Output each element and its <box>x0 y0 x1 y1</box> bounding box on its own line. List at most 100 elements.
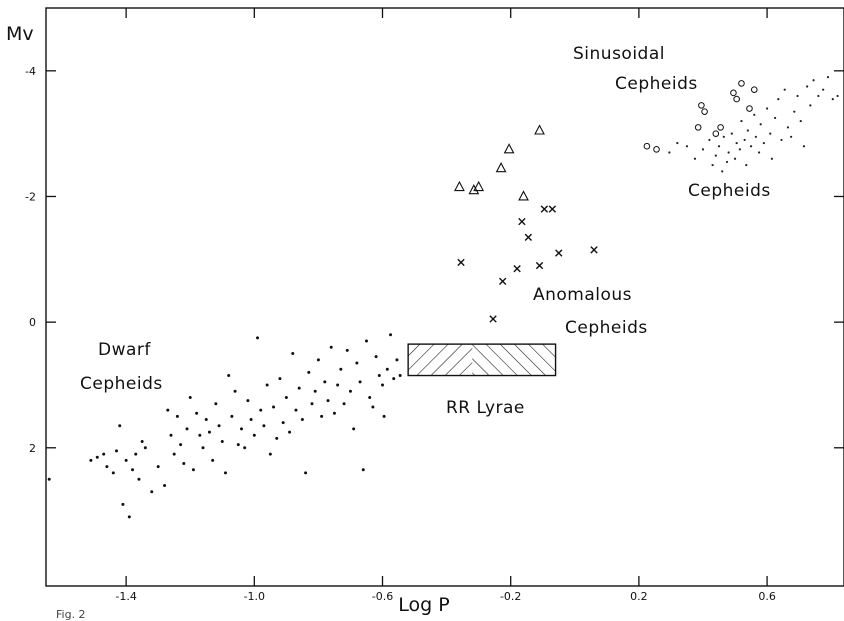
classical-cepheid-point <box>701 148 705 151</box>
classical-cepheid-point <box>796 94 799 98</box>
dwarf-cepheid-point <box>291 352 295 356</box>
y-tick-label: -2 <box>25 190 36 203</box>
classical-cepheid-point <box>757 151 761 154</box>
dwarf-cepheid-point <box>272 405 276 409</box>
dwarf-cepheid-point <box>304 471 308 475</box>
axis-tick-labels: -1.4 -1.0 -0.6 -0.2 0.2 0.6 -4 -2 0 2 <box>25 65 776 603</box>
dwarf-cepheid-point <box>211 458 215 462</box>
anomalous-cepheid-point <box>489 315 497 323</box>
dwarf-cepheid-point <box>239 427 243 431</box>
classical-cepheid-point <box>743 138 746 142</box>
dwarf-cepheid-point <box>182 461 186 465</box>
dwarf-cepheid-point <box>207 430 211 434</box>
y-tick-label: 2 <box>29 442 36 455</box>
sinusoidal-cepheid-point <box>694 124 702 131</box>
dwarf-cepheid-point <box>47 477 51 481</box>
dwarf-cepheid-point <box>361 468 365 472</box>
rr-lyrae-outline <box>407 343 557 377</box>
dwarf-cepheid-point <box>131 468 135 472</box>
dwarf-cepheid-point <box>284 396 288 400</box>
classical-cepheid-point <box>722 135 725 138</box>
classical-cepheid-point <box>826 76 830 79</box>
dwarf-cepheid-point <box>172 452 176 456</box>
anomalous-cepheid-point <box>590 246 598 254</box>
dwarf-cepheid-point <box>395 358 399 362</box>
classical-cepheid-point <box>745 163 748 167</box>
classical-cepheid-point <box>746 129 749 132</box>
dwarf-cepheid-point <box>249 418 253 422</box>
anomalous-cepheid-point <box>535 261 544 270</box>
classical-cepheid-point <box>783 88 786 91</box>
dwarf-cepheid-point <box>398 374 402 378</box>
dwarf-cepheid-point <box>381 383 385 387</box>
dwarf-cepheid-point <box>278 377 282 381</box>
dwarf-cepheid-point <box>364 339 368 343</box>
classical-cepheid-point <box>668 151 671 154</box>
sinusoidal-cepheid-point <box>643 142 651 150</box>
classical-cepheid-point <box>769 132 772 135</box>
dwarf-cepheid-point <box>185 427 189 431</box>
classical-cepheid-point <box>777 97 780 101</box>
triangle-point <box>503 143 515 154</box>
anomalous-cepheids-label-line2: Cepheids <box>565 318 648 338</box>
sinusoidal-cepheid-point <box>733 95 740 103</box>
triangle-point <box>454 180 465 192</box>
dwarf-cepheid-point <box>326 399 330 403</box>
rr-lyrae-label: RR Lyrae <box>446 398 525 418</box>
anomalous-cepheid-point <box>498 277 507 285</box>
dwarf-cepheid-point <box>204 418 208 422</box>
dwarf-cepheid-point <box>300 418 304 422</box>
classical-cepheid-point <box>738 148 741 151</box>
dwarf-cepheid-point <box>246 399 250 403</box>
sinusoidal-cepheid-point <box>712 130 720 137</box>
dwarf-cepheid-point <box>179 443 183 447</box>
classical-cepheid-point <box>727 151 730 154</box>
dwarf-cepheid-point <box>111 471 115 475</box>
classical-cepheid-point <box>799 119 802 123</box>
dwarf-cepheid-point <box>294 408 298 412</box>
dwarf-cepheid-point <box>265 383 269 387</box>
classical-cepheid-point <box>836 94 839 98</box>
figure-caption: Fig. 2 <box>56 608 86 621</box>
x-tick-label: -1.4 <box>115 590 136 603</box>
dwarf-cepheid-point <box>336 383 340 387</box>
classical-cepheid-point <box>754 135 757 138</box>
classical-cepheid-point <box>717 145 721 148</box>
sinusoidal-cepheids-label-line2: Cepheids <box>615 74 698 94</box>
dwarf-cepheid-point <box>281 421 285 425</box>
dwarf-cepheid-point <box>323 380 327 384</box>
dwarf-cepheid-point <box>220 440 224 443</box>
anomalous-cepheid-point <box>457 258 465 267</box>
sinusoidal-cepheids-label-line1: Sinusoidal <box>573 44 665 64</box>
dwarf-cepheid-point <box>339 367 343 371</box>
dwarf-cepheid-point <box>252 433 256 437</box>
y-tick-label: 0 <box>29 316 36 329</box>
dwarf-cepheid-point <box>382 414 386 418</box>
dwarf-cepheid-point <box>332 411 336 415</box>
classical-cepheid-point <box>765 107 769 110</box>
sinusoidal-cepheid-point <box>698 102 705 109</box>
classical-cepheids-label: Cepheids <box>688 181 771 201</box>
dwarf-cepheids-label-line1: Dwarf <box>98 340 151 360</box>
dwarf-cepheid-point <box>217 424 221 428</box>
dwarf-cepheid-point <box>89 458 93 462</box>
dwarf-cepheid-point <box>198 433 202 437</box>
dwarf-cepheid-point <box>121 502 125 506</box>
dwarf-cepheid-point <box>137 477 141 481</box>
dwarf-cepheid-point <box>175 414 179 418</box>
classical-cepheid-point <box>790 135 793 138</box>
classical-cepheid-point <box>711 163 714 167</box>
dwarf-cepheid-point <box>268 452 272 456</box>
classical-cepheid-point <box>770 157 773 160</box>
dwarf-cepheid-point <box>342 402 346 406</box>
classical-cepheid-point <box>759 123 762 126</box>
dwarf-cepheid-point <box>329 345 333 349</box>
classical-cepheid-point <box>831 97 834 101</box>
dwarf-cepheid-point <box>156 465 160 469</box>
classical-cepheid-point <box>809 104 812 107</box>
classical-cepheid-point <box>780 138 783 142</box>
dwarf-cepheid-point <box>95 455 99 459</box>
classical-cepheid-point <box>793 110 796 113</box>
dwarf-cepheid-point <box>389 333 393 337</box>
